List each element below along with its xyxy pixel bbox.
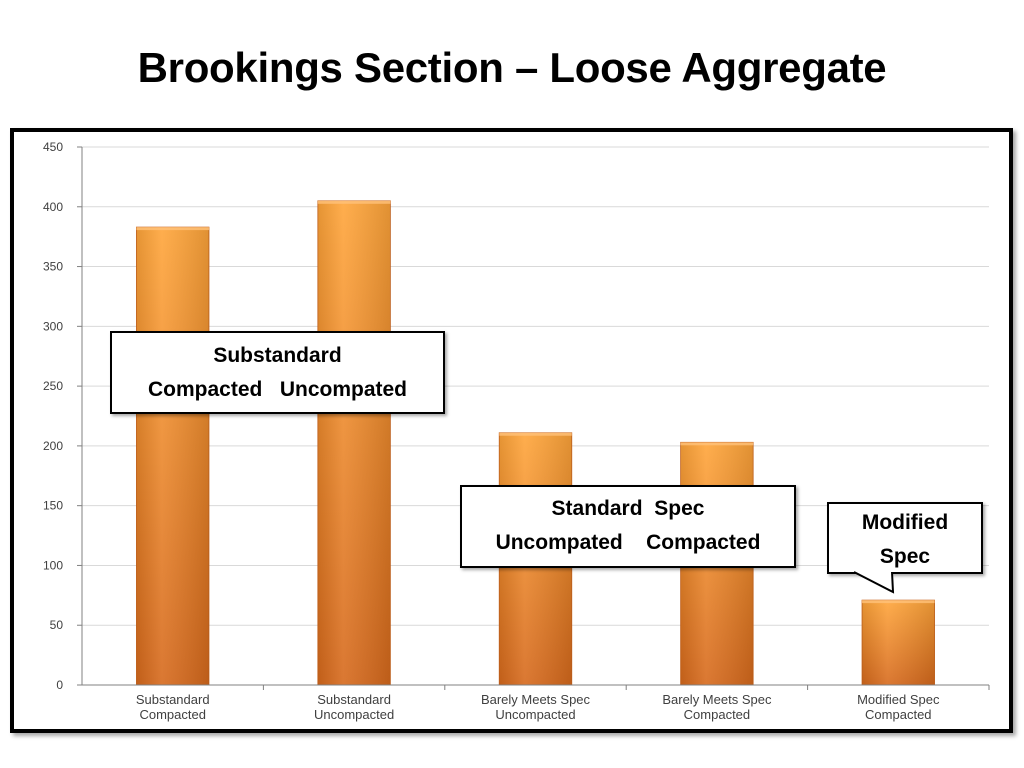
axis-labels: 050100150200250300350400450SubstandardCo…	[43, 140, 940, 722]
callout-substandard-line1: Substandard	[213, 344, 342, 367]
bar-top-highlight	[680, 442, 754, 446]
callout-substandard: Substandard Compacted Uncompated	[110, 331, 445, 414]
x-category-label: Substandard	[317, 692, 391, 707]
y-tick-label: 250	[43, 379, 63, 393]
callout-standard-spec: Standard Spec Uncompated Compacted	[460, 485, 796, 568]
bar	[317, 200, 391, 686]
bar-top-highlight	[499, 432, 572, 436]
bar-top-highlight	[136, 227, 209, 231]
bar	[861, 599, 935, 686]
bar-top-highlight	[862, 600, 935, 604]
x-category-label: Compacted	[139, 707, 205, 722]
y-tick-label: 0	[56, 678, 63, 692]
y-tick-label: 350	[43, 260, 63, 274]
bar-top-highlight	[317, 200, 391, 204]
y-tick-label: 50	[50, 618, 64, 632]
callout-standard-spec-line2: Uncompated Compacted	[495, 531, 761, 554]
x-category-label: Compacted	[865, 707, 931, 722]
callout-standard-spec-line1: Standard Spec	[551, 497, 705, 520]
axes	[77, 146, 990, 690]
y-tick-label: 300	[43, 319, 63, 333]
chart-frame: 0 50 100 150 200 250 300 350 400 450 Substandard Co…	[10, 128, 1013, 733]
y-tick-label: 450	[43, 140, 63, 154]
y-tick-label: 400	[43, 200, 63, 214]
x-category-label: Substandard	[136, 692, 210, 707]
x-category-label: Barely Meets Spec	[662, 692, 772, 707]
callout-modified-spec-tail	[853, 571, 895, 594]
bar-shine	[862, 600, 935, 685]
x-category-label: Uncompacted	[314, 707, 394, 722]
bar-chart: 050100150200250300350400450SubstandardCo…	[43, 140, 990, 722]
bar	[136, 226, 210, 686]
x-category-label: Uncompacted	[495, 707, 575, 722]
callout-modified-spec-line2: Spec	[879, 545, 931, 568]
callout-substandard-line2: Compacted Uncompated	[147, 378, 408, 401]
y-tick-label: 150	[43, 499, 63, 513]
bars	[136, 200, 935, 686]
callout-modified-spec: Modified Spec	[827, 502, 983, 574]
x-category-label: Modified Spec	[857, 692, 940, 707]
callout-modified-spec-line1: Modified	[861, 511, 949, 534]
x-category-label: Compacted	[684, 707, 750, 722]
bar-shine	[317, 200, 391, 686]
slide-title: Brookings Section – Loose Aggregate	[137, 44, 887, 91]
y-tick-label: 100	[43, 558, 63, 572]
bar-shine	[136, 227, 209, 685]
y-tick-label: 200	[43, 439, 63, 453]
x-category-label: Barely Meets Spec	[481, 692, 591, 707]
